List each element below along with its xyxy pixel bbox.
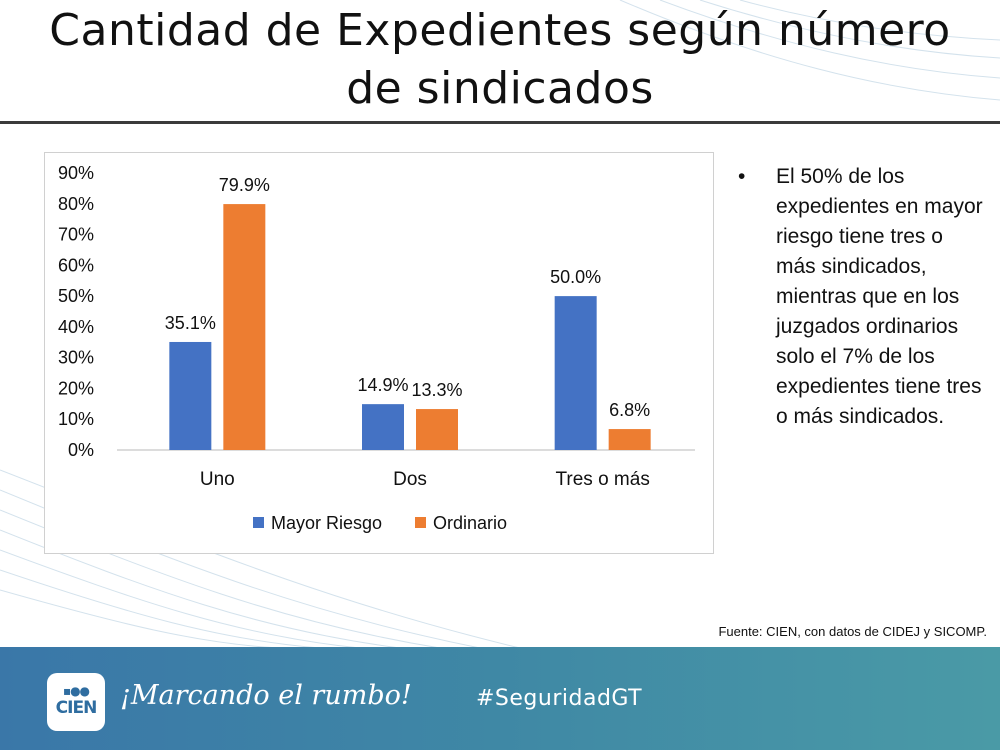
y-tick-label: 80% [58, 194, 94, 214]
data-label: 6.8% [609, 400, 650, 420]
y-tick-label: 90% [58, 163, 94, 183]
bullet-item: El 50% de los expedientes en mayor riesg… [738, 162, 988, 432]
title-divider [0, 121, 1000, 124]
data-label: 35.1% [165, 313, 216, 333]
y-tick-label: 20% [58, 378, 94, 398]
x-category-label: Dos [393, 469, 427, 490]
y-tick-label: 70% [58, 225, 94, 245]
legend-swatch [253, 517, 264, 528]
x-category-label: Tres o más [556, 469, 650, 490]
hashtag: #SeguridadGT [476, 686, 643, 711]
source-note: Fuente: CIEN, con datos de CIDEJ y SICOM… [718, 624, 987, 639]
legend-swatch [415, 517, 426, 528]
cien-logo: ▪●● CIEN [47, 673, 105, 731]
bar-chart: 0% 10% 20% 30% 40% 50% 60% 70% 80% 90% 35.1% 79.9% U… [58, 163, 695, 533]
bar-mayor-riesgo [554, 296, 597, 450]
bullet-list: El 50% de los expedientes en mayor riesg… [738, 162, 988, 432]
y-tick-label: 30% [58, 348, 94, 368]
slogan: ¡Marcando el rumbo! [120, 680, 412, 711]
logo-text: CIEN [55, 698, 98, 718]
y-tick-label: 40% [58, 317, 94, 337]
bar-ordinario [416, 409, 458, 450]
y-tick-label: 10% [58, 409, 94, 429]
y-tick-label: 50% [58, 286, 94, 306]
page-title: Cantidad de Expedientes según número de … [0, 2, 1000, 118]
bar-ordinario [223, 204, 266, 450]
logo-mark-icon: ▪●● [62, 684, 90, 698]
data-label: 13.3% [411, 380, 462, 400]
title-line-1: Cantidad de Expedientes según número [49, 5, 951, 56]
y-tick-label: 0% [68, 440, 94, 460]
footer-bar [0, 647, 1000, 750]
bar-mayor-riesgo [169, 341, 212, 450]
data-label: 79.9% [219, 175, 270, 195]
legend-label: Mayor Riesgo [271, 513, 382, 533]
bar-ordinario [608, 429, 651, 450]
legend-label: Ordinario [433, 513, 507, 533]
y-tick-label: 60% [58, 255, 94, 275]
bar-mayor-riesgo [362, 404, 404, 450]
title-line-2: de sindicados [346, 63, 654, 114]
x-category-label: Uno [200, 469, 235, 490]
data-label: 14.9% [357, 375, 408, 395]
data-label: 50.0% [550, 267, 601, 287]
chart-container: 0% 10% 20% 30% 40% 50% 60% 70% 80% 90% 35.1% 79.9% U… [44, 152, 714, 554]
